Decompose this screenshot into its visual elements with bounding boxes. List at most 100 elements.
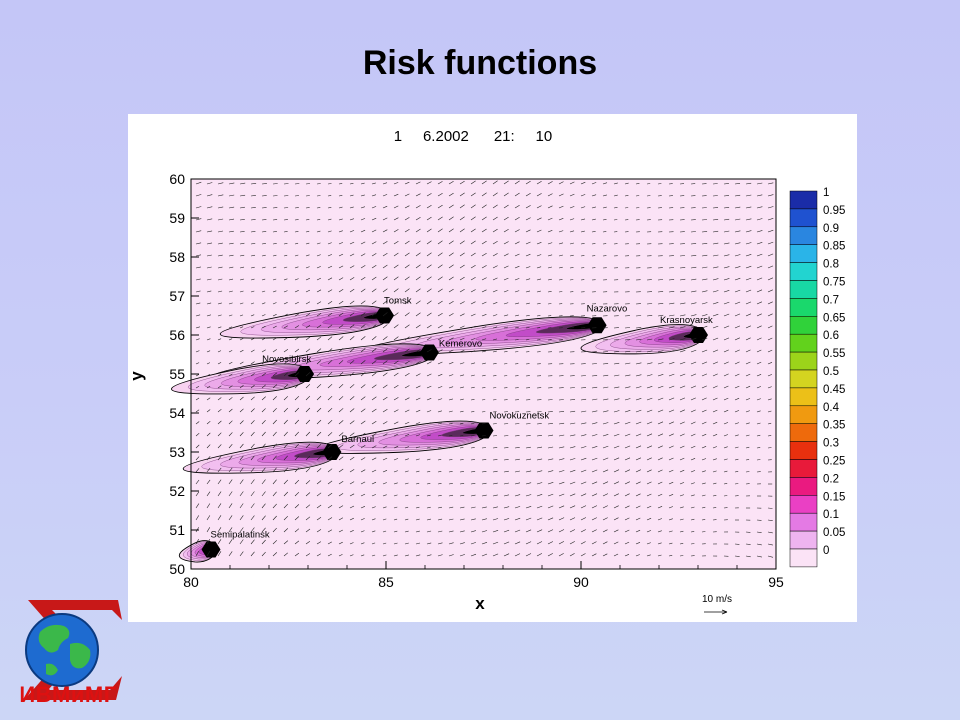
wind-vector [503,241,509,245]
wind-vector [228,420,233,425]
wind-vector [382,506,387,509]
wind-vector [371,229,377,233]
wind-vector [426,483,431,485]
wind-vector [294,336,300,341]
wind-vector [272,325,277,329]
wind-vector [305,336,311,341]
wind-vector [206,385,211,389]
wind-vector [360,229,366,233]
wind-vector [393,348,399,353]
wind-vector [602,469,609,473]
wind-vector [712,470,717,473]
wind-vector [723,446,728,449]
wind-vector [536,266,542,269]
wind-vector [382,182,388,185]
wind-vector [371,264,377,269]
wind-vector [239,266,245,269]
wind-vector [426,398,432,401]
wind-vector [349,253,355,257]
wind-vector [437,386,443,389]
wind-vector [272,419,277,425]
wind-vector [635,207,640,209]
wind-vector [646,421,653,425]
wind-vector [624,362,631,365]
wind-vector [261,443,266,449]
wind-vector [294,242,299,245]
wind-vector [239,385,244,389]
wind-vector [448,192,454,197]
city-label: Semipalatinsk [211,530,270,541]
wind-vector [646,542,651,545]
wind-vector [481,506,487,509]
wind-vector [195,314,201,317]
wind-vector [415,300,421,305]
wind-vector [195,266,201,269]
wind-vector [503,470,509,473]
wind-vector [602,374,609,377]
wind-vector [602,541,608,545]
wind-vector [195,338,200,341]
wind-vector [679,530,684,533]
wind-vector [514,253,520,257]
wind-vector [404,193,410,197]
wind-vector [514,265,520,269]
wind-vector [415,373,421,377]
wind-vector [415,482,420,485]
wind-vector [492,192,498,197]
wind-vector [195,397,200,401]
wind-vector [283,540,289,545]
wind-vector [613,351,620,353]
wind-vector [525,517,532,521]
wind-vector [426,446,431,449]
wind-vector [481,326,487,329]
wind-vector [635,386,642,389]
wind-vector [327,456,333,461]
wind-vector [382,217,388,221]
wind-vector [239,432,244,437]
wind-vector [316,230,321,233]
wind-vector [206,551,211,557]
wind-vector [393,182,399,185]
wind-vector [668,494,674,497]
wind-vector [294,395,300,401]
wind-vector [305,419,311,425]
wind-vector [338,383,344,389]
wind-vector [327,468,333,473]
wind-vector [206,456,211,461]
wind-vector [679,421,685,425]
wind-vector [195,218,202,221]
wind-vector [206,539,211,545]
wind-vector [294,219,299,221]
wind-vector [657,409,664,413]
wind-vector [294,348,300,353]
wind-vector [481,265,487,269]
wind-vector [712,385,718,389]
wind-vector [305,383,311,389]
wind-vector [503,518,510,521]
wind-vector [690,397,696,401]
wind-vector [283,491,289,497]
wind-vector [492,314,498,317]
wind-vector [239,455,244,461]
wind-vector [426,349,432,353]
wind-vector [217,206,224,209]
slide-title: Risk functions [362,44,598,82]
emission-source-marker [419,344,439,361]
wind-vector [767,507,773,509]
wind-vector [272,515,277,521]
wind-vector [228,551,233,557]
wind-vector [338,371,344,377]
wind-vector [316,195,321,197]
wind-vector [371,324,377,329]
wind-vector [756,422,761,425]
wind-vector [756,459,761,461]
colorbar-level-label: 0.65 [823,312,845,324]
colorbar-level-label: 0.1 [823,509,839,521]
wind-vector [228,397,233,401]
wind-vector [239,194,246,197]
wind-vector [195,456,200,461]
wind-vector [492,541,499,545]
wind-vector [767,555,774,558]
wind-vector [261,503,266,509]
wind-vector [613,207,618,209]
